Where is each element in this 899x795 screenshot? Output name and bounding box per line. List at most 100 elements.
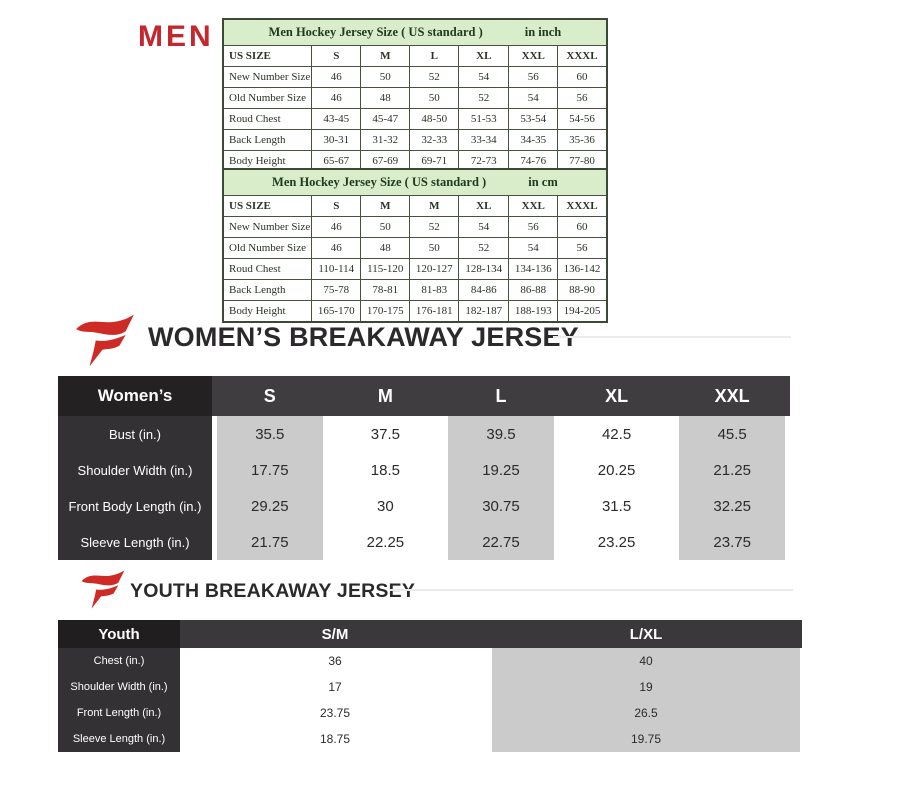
- fanatics-flag-logo-icon: [76, 314, 134, 367]
- women-size-table: Women’s S M L XL XXL Bust (in.) 35.5 37.5 39.5 4…: [58, 376, 790, 560]
- size-value-cell: 81-83: [409, 279, 460, 301]
- table-cell: 23.25: [559, 524, 675, 560]
- size-value-cell: 60: [557, 66, 608, 88]
- size-value-cell: 56: [557, 87, 608, 109]
- size-value-cell: S: [311, 45, 362, 67]
- table-row: Bust (in.) 35.5 37.5 39.5 42.5 45.5: [58, 416, 790, 452]
- size-value-cell: 56: [508, 216, 559, 238]
- size-value-cell: 53-54: [508, 108, 559, 130]
- youth-table-body: Chest (in.) 36 40 Shoulder Width (in.) 17 19 F…: [58, 648, 802, 752]
- table-cell: 32.25: [674, 488, 790, 524]
- youth-corner-cell: Youth: [58, 620, 180, 648]
- table-row: Back Length 30-31 31-32 32-33 33-34 34-35 35-3…: [222, 129, 608, 151]
- size-value-cell: 45.5: [679, 416, 785, 452]
- size-value-cell: 60: [557, 216, 608, 238]
- table-cell: 31.5: [559, 488, 675, 524]
- table-cell: 45.5: [674, 416, 790, 452]
- size-value-cell: 46: [311, 87, 362, 109]
- table-cell: 39.5: [443, 416, 559, 452]
- table-row: Front Body Length (in.) 29.25 30 30.75 31.5 3…: [58, 488, 790, 524]
- table-cell: 17: [180, 674, 490, 700]
- size-value-cell: 45-47: [360, 108, 411, 130]
- size-value-cell: XL: [458, 45, 510, 67]
- size-value-cell: 32-33: [409, 129, 460, 151]
- size-value-cell: 31.5: [601, 497, 632, 515]
- table-cell: 22.75: [443, 524, 559, 560]
- row-label: New Number Size: [222, 216, 313, 238]
- size-value-cell: 194-205: [557, 300, 608, 323]
- fanatics-flag-logo-icon: [81, 570, 125, 609]
- size-value-cell: 54-56: [557, 108, 608, 130]
- size-value-cell: XXXL: [557, 195, 608, 217]
- size-value-cell: S: [311, 195, 362, 217]
- size-value-cell: M: [409, 195, 460, 217]
- row-label: US SIZE: [222, 195, 313, 217]
- size-value-cell: 21.75: [217, 524, 323, 560]
- table-cell: 36: [180, 648, 490, 674]
- column-header: S/M: [321, 625, 349, 643]
- size-value-cell: 48-50: [409, 108, 460, 130]
- row-label: Sleeve Length (in.): [58, 524, 212, 560]
- size-value-cell: 75-78: [311, 279, 362, 301]
- size-value-cell: 88-90: [557, 279, 608, 301]
- table-row: Old Number Size 46 48 50 52 54 56: [222, 87, 608, 109]
- size-value-cell: 19.75: [492, 726, 800, 752]
- youth-size-table: Youth S/M L/XL Chest (in.) 36 40 Shoulder Wi…: [58, 620, 802, 752]
- table-cell: 40: [490, 648, 802, 674]
- column-header: XL: [605, 385, 629, 406]
- size-value-cell: 37.5: [370, 425, 400, 443]
- column-header: M: [377, 385, 393, 406]
- size-value-cell: 46: [311, 216, 362, 238]
- table-cell: 19.25: [443, 452, 559, 488]
- size-value-cell: 48: [360, 237, 411, 259]
- size-value-cell: L: [409, 45, 460, 67]
- size-value-cell: 52: [409, 216, 460, 238]
- table-cell: 30.75: [443, 488, 559, 524]
- row-label: Front Body Length (in.): [58, 488, 212, 524]
- size-value-cell: XXXL: [557, 45, 608, 67]
- size-value-cell: 115-120: [360, 258, 411, 280]
- size-value-cell: 33-34: [458, 129, 510, 151]
- size-value-cell: 21.25: [679, 452, 785, 488]
- row-label: Back Length: [222, 279, 313, 301]
- table-row: Roud Chest 110-114 115-120 120-127 128-134 13…: [222, 258, 608, 280]
- women-title-rule: [553, 336, 791, 338]
- table-row: Roud Chest 43-45 45-47 48-50 51-53 53-54 54-56: [222, 108, 608, 130]
- men-size-table-grid: Men Hockey Jersey Size ( US standard ) in…: [222, 168, 608, 323]
- size-value-cell: 32.25: [679, 488, 785, 524]
- size-value-cell: 30.75: [448, 488, 554, 524]
- size-value-cell: 22.25: [366, 533, 405, 551]
- table-row: Back Length 75-78 78-81 81-83 84-86 86-88 88-9…: [222, 279, 608, 301]
- men-table-title: Men Hockey Jersey Size ( US standard ) in…: [222, 168, 608, 196]
- table-cell: 20.25: [559, 452, 675, 488]
- men-table-title: Men Hockey Jersey Size ( US standard ) in…: [222, 18, 608, 46]
- table-cell: 21.75: [212, 524, 328, 560]
- size-value-cell: 17.75: [217, 452, 323, 488]
- size-value-cell: 50: [360, 216, 411, 238]
- size-value-cell: 52: [458, 237, 510, 259]
- size-value-cell: M: [360, 45, 411, 67]
- table-row: New Number Size 46 50 52 54 56 60: [222, 66, 608, 88]
- youth-header-cols: S/M L/XL: [180, 620, 802, 648]
- row-label: Roud Chest: [222, 108, 313, 130]
- column-header: L: [495, 385, 507, 406]
- size-value-cell: 22.75: [448, 524, 554, 560]
- men-table-title-text: Men Hockey Jersey Size ( US standard ): [272, 175, 487, 189]
- size-value-cell: 188-193: [508, 300, 559, 323]
- row-label: New Number Size: [222, 66, 313, 88]
- men-section-label: MEN: [138, 20, 214, 53]
- table-row: US SIZE S M M XL XXL XXXL: [222, 195, 608, 217]
- size-value-cell: 54: [458, 216, 510, 238]
- women-corner-cell: Women’s: [58, 376, 212, 416]
- size-value-cell: XL: [458, 195, 510, 217]
- youth-section-title: YOUTH BREAKAWAY JERSEY: [130, 580, 416, 602]
- size-value-cell: 165-170: [311, 300, 362, 323]
- table-cell: 23.75: [674, 524, 790, 560]
- size-value-cell: 86-88: [508, 279, 559, 301]
- size-value-cell: 30: [377, 497, 394, 515]
- size-value-cell: 52: [458, 87, 510, 109]
- size-value-cell: 54: [508, 237, 559, 259]
- size-value-cell: 54: [508, 87, 559, 109]
- size-value-cell: 23.75: [319, 706, 351, 720]
- table-row: Sleeve Length (in.) 18.75 19.75: [58, 726, 802, 752]
